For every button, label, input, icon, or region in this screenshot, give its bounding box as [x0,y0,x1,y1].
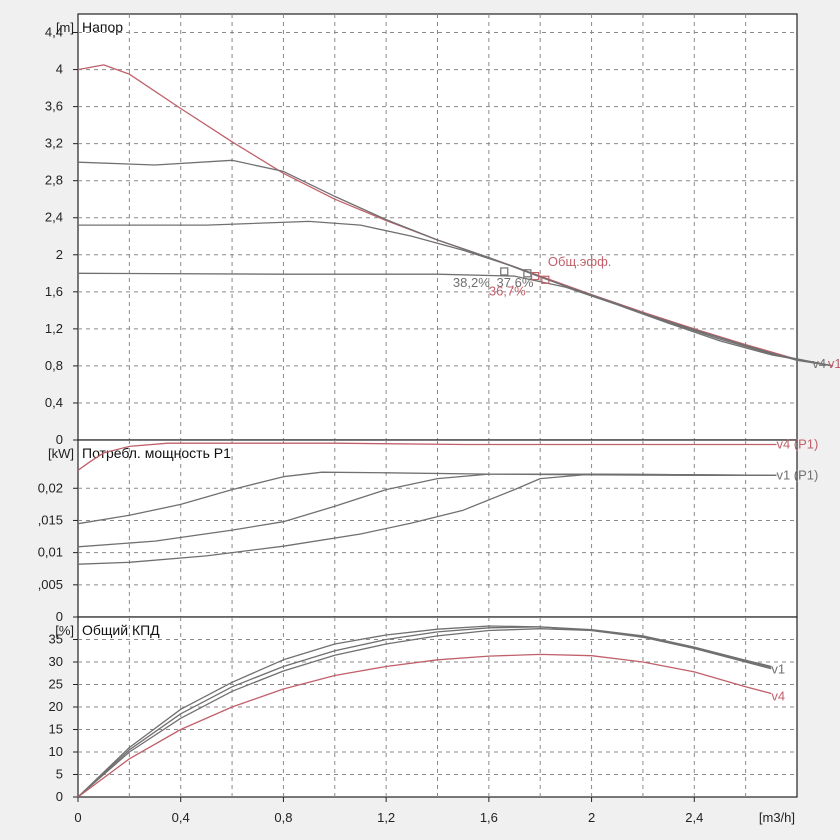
y-tick-label: 0,4 [45,395,63,410]
y-tick-label: 5 [56,767,63,782]
y-tick-label: 4 [56,62,63,77]
annotation-label: v1 [828,356,840,371]
annotation-label: 36,7% [489,284,526,299]
y-tick-label: 2 [56,247,63,262]
annotation-label: 37,6% [497,275,534,290]
annotation-label: v1 (P1) [776,467,818,482]
annotation-label: v4 (P1) [776,436,818,451]
series-line [77,625,772,798]
y-tick-label: 30 [49,654,63,669]
panel-0: 0 0,4 0,8 1,2 1,6 2 2,4 2,8 3,2 3,6 4 4,4[m] Напор Об… [45,13,840,447]
x-tick-label: 1,2 [377,810,395,825]
annotation-label: Общ.эфф. [548,254,612,269]
y-tick-label: ,015 [38,512,63,527]
annotation-label: v4 [771,688,785,703]
x-tick-label: 0 [74,810,81,825]
y-tick-label: 2,8 [45,173,63,188]
y-tick-label: 20 [49,699,63,714]
series-line [77,628,772,798]
x-tick-label: 0,8 [274,810,292,825]
annotation-label: v1 [771,661,785,676]
x-tick-label: 2,4 [685,810,703,825]
y-axis-label: [m] [56,20,74,35]
y-tick-label: 0,8 [45,358,63,373]
y-tick-label: 1,2 [45,321,63,336]
y-tick-label: 35 [49,632,63,647]
y-tick-label: 3,2 [45,136,63,151]
y-tick-label: 25 [49,677,63,692]
y-tick-label: 3,6 [45,99,63,114]
y-tick-label: 4,4 [45,25,63,40]
y-tick-label: 0 [56,789,63,804]
y-tick-label: 1,6 [45,284,63,299]
y-tick-label: 0 [56,609,63,624]
series-line [77,159,834,367]
y-tick-label: 0 [56,432,63,447]
y-tick-label: 15 [49,722,63,737]
panel-2: 0 5 10 15 20 25 30 35[%] Общий КПД v1 v4 0 0,4 0,8 1,2… [49,616,798,825]
series-line [77,473,777,565]
series-line [77,471,777,525]
series-line [78,220,834,367]
x-tick-label: 2 [588,810,595,825]
operating-point-marker [530,271,540,281]
annotation-label: v4 [812,356,826,371]
series-line [77,272,834,367]
operating-point-marker [500,267,509,276]
panel-title: Общий КПД [82,622,160,638]
y-axis-label: [%] [55,623,74,638]
panel-title: Напор [82,19,123,35]
x-tick-label: 1,6 [480,810,498,825]
series-line [77,442,777,471]
y-tick-label: 10 [49,744,63,759]
x-tick-label: 0,4 [172,810,190,825]
series-line [77,653,772,798]
y-axis-label: [kW] [48,446,74,461]
y-tick-label: 0,02 [38,480,63,495]
y-tick-label: 2,4 [45,210,63,225]
y-tick-label: 0,01 [38,545,63,560]
operating-point-marker [523,269,532,278]
annotation-label: 38,2% [453,275,490,290]
y-tick-label: ,005 [38,577,63,592]
operating-point-marker [541,275,550,284]
x-axis-label: [m3/h] [759,810,795,825]
